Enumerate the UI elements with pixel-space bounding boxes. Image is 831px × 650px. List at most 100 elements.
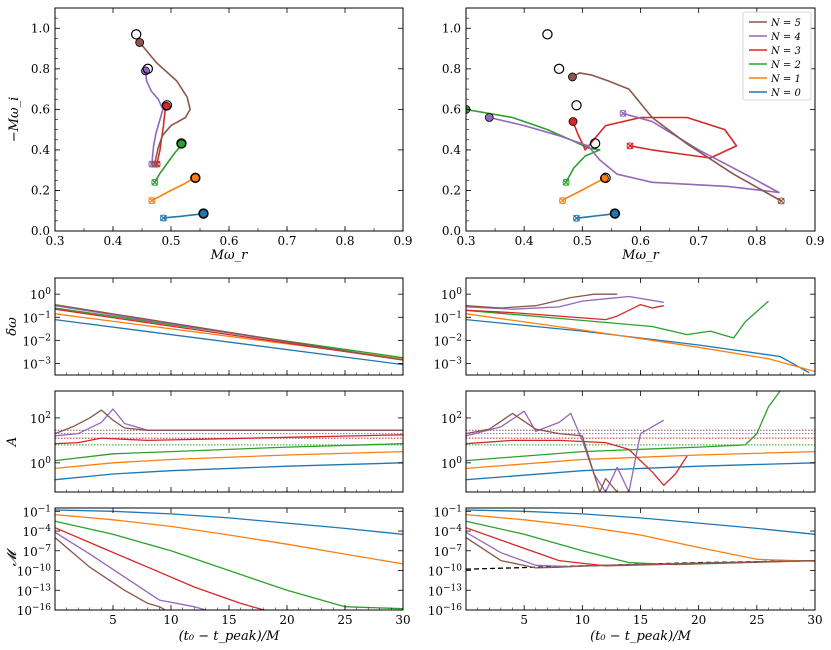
panel-top-left: 0.3 0.4 0.5 0.6 0.7 0.8 0.9 0.0 0.2 0.4 0.6 0.8 1.0 M… <box>7 7 413 263</box>
x-tick-label: 0.3 <box>456 234 475 248</box>
series-line <box>466 410 665 492</box>
series-line <box>466 439 688 486</box>
panel-bottom-left: 5 10 15 20 25 30 10−1 10−4 10−7 10−10 10−13 10−16 (t… <box>5 504 411 644</box>
series-line <box>151 177 196 202</box>
y-tick-label: 100 <box>30 287 51 302</box>
x-tick-label: 0.6 <box>631 234 650 248</box>
x-tick-label: 5 <box>520 613 528 627</box>
y-tick-label: 0.4 <box>31 143 50 157</box>
x-tick-label: 0.5 <box>573 234 592 248</box>
x-tick-label: 0.8 <box>747 234 766 248</box>
y-tick-label: 0.0 <box>442 224 461 238</box>
axes-frame <box>465 507 816 611</box>
end-open-marker <box>777 197 785 205</box>
series-line <box>489 112 780 194</box>
y-tick-label: 0.2 <box>31 183 50 197</box>
series-line <box>466 513 815 562</box>
start-filled-marker <box>568 72 577 82</box>
series-line <box>139 41 191 165</box>
series-line <box>55 509 403 535</box>
series-line <box>163 212 204 219</box>
legend-label: N = 0 <box>770 88 801 99</box>
series-line <box>55 443 403 462</box>
start-filled-marker <box>190 173 200 183</box>
start-filled-marker <box>135 38 145 47</box>
series-line <box>466 462 815 481</box>
x-tick-label: 0.8 <box>335 234 354 248</box>
series-line <box>55 537 166 610</box>
series-line <box>466 108 601 183</box>
open-circle-marker <box>589 138 601 149</box>
y-tick-label: 10−1 <box>22 310 51 325</box>
open-circle-marker <box>190 172 201 184</box>
y-tick-label: 10−1 <box>22 504 51 519</box>
panel-middle-2-left: 102 100 A <box>5 390 404 493</box>
end-open-marker <box>148 197 156 205</box>
x-tick-label: 0.7 <box>277 234 296 248</box>
open-circle-marker <box>600 172 611 184</box>
open-circle-marker <box>130 29 142 40</box>
y-tick-label: 10−10 <box>17 564 52 579</box>
legend-label: N = 3 <box>770 46 801 57</box>
series-line <box>466 509 815 535</box>
series-line <box>466 412 618 492</box>
y-tick-label: 100 <box>441 456 462 471</box>
x-tick-label: 0.4 <box>103 234 122 248</box>
end-open-marker <box>626 142 634 150</box>
legend-label: N = 1 <box>770 74 801 85</box>
x-tick-label: 0.5 <box>161 234 180 248</box>
panel-top-right: 0.3 0.4 0.5 0.6 0.7 0.8 0.9 0.0 0.2 0.4 0.6 0.8 1.0 M… <box>442 7 825 263</box>
series-line <box>572 72 782 202</box>
x-tick-label: 25 <box>337 613 352 627</box>
series-line <box>55 434 403 445</box>
y-tick-label: 0.2 <box>442 183 461 197</box>
plot-area <box>466 293 815 374</box>
y-tick-label: 10−13 <box>428 583 463 598</box>
x-tick-label: 0.7 <box>689 234 708 248</box>
series-line <box>466 313 815 373</box>
y-tick-label: 10−2 <box>433 333 462 348</box>
x-tick-label: 10 <box>163 613 178 627</box>
end-open-marker <box>159 214 167 222</box>
y-tick-label: 102 <box>30 411 51 426</box>
series-line <box>466 318 810 374</box>
y-tick-label: 10−16 <box>428 603 463 618</box>
series-line <box>55 409 403 435</box>
legend-label: N = 2 <box>770 60 801 71</box>
plot-area <box>55 408 403 481</box>
series-line <box>562 177 605 202</box>
y-tick-label: 0.6 <box>442 102 461 116</box>
axes-frame <box>465 7 816 232</box>
x-tick-label: 0.4 <box>515 234 534 248</box>
series-line <box>466 450 815 470</box>
y-tick-label: 0.8 <box>31 62 50 76</box>
series-line <box>466 293 618 309</box>
series-line <box>55 303 403 361</box>
y-tick-label: 10−16 <box>17 603 52 618</box>
y-tick-label: 1.0 <box>442 21 461 35</box>
x-axis-label: Mω_r <box>621 248 659 263</box>
y-axis-label: 𝓜 <box>5 547 20 566</box>
open-circle-marker <box>609 208 621 219</box>
y-tick-label: 10−1 <box>433 504 462 519</box>
y-axis-label: A <box>5 437 20 447</box>
series-line <box>466 520 815 566</box>
open-circle-marker <box>198 208 209 219</box>
open-circle-marker <box>161 100 173 111</box>
series-line <box>55 462 403 481</box>
y-tick-label: 0.4 <box>442 143 461 157</box>
y-tick-label: 100 <box>30 456 51 471</box>
plot-area <box>466 72 785 222</box>
y-tick-label: 100 <box>441 287 462 302</box>
x-axis-label: (t₀ − t_peak)/M <box>179 629 280 644</box>
start-filled-marker <box>610 209 620 218</box>
axes-frame <box>54 7 404 232</box>
series-line <box>576 212 616 219</box>
y-tick-label: 10−1 <box>433 310 462 325</box>
open-circle-marker <box>142 63 153 75</box>
x-axis-label: (t₀ − t_peak)/M <box>590 629 691 644</box>
axes-frame <box>54 277 404 376</box>
start-filled-marker <box>199 209 208 218</box>
y-tick-label: 1.0 <box>31 21 50 35</box>
